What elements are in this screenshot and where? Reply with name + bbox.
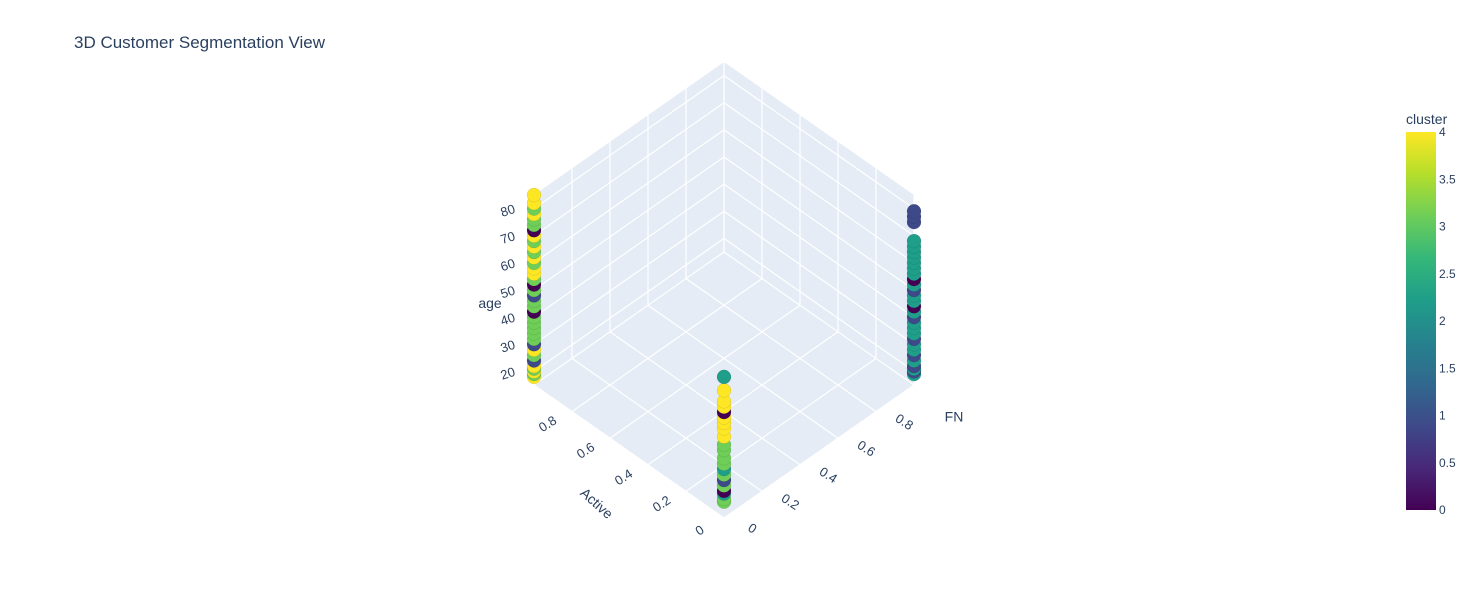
active-axis-title: Active bbox=[577, 484, 616, 522]
scene-gridlines bbox=[533, 62, 915, 519]
wall-gridline bbox=[533, 237, 725, 372]
floor-gridline bbox=[609, 304, 801, 439]
active-tick-label: 0.6 bbox=[574, 439, 597, 461]
colorbar-tick-label: 3.5 bbox=[1439, 172, 1456, 186]
wall-gridline bbox=[533, 129, 725, 264]
wall-gridline bbox=[723, 102, 915, 237]
fn-axis-title: FN bbox=[945, 409, 964, 425]
fn-tick-label: 0.2 bbox=[779, 490, 802, 512]
colorbar: cluster 0 0.5 1 1.5 2 2.5 3 3.5 4 bbox=[1406, 111, 1456, 517]
colorbar-tick-label: 0.5 bbox=[1439, 456, 1456, 470]
age-tick-label: 70 bbox=[499, 228, 517, 247]
floor-gridline bbox=[723, 251, 915, 386]
colorbar-tick-label: 2.5 bbox=[1439, 267, 1456, 281]
colorbar-title: cluster bbox=[1406, 111, 1448, 127]
age-tick-label: 60 bbox=[499, 255, 517, 274]
chart-title: 3D Customer Segmentation View bbox=[74, 33, 326, 52]
data-point bbox=[526, 187, 542, 203]
age-tick-label: 50 bbox=[499, 283, 517, 302]
floor-gridline bbox=[685, 278, 877, 413]
fn-tick-label: 0.6 bbox=[855, 437, 878, 459]
wall-gridline bbox=[533, 183, 725, 318]
wall-gridline bbox=[533, 210, 725, 345]
fn-tick-label: 0.4 bbox=[817, 464, 840, 486]
fn-tick-label: 0 bbox=[745, 520, 759, 537]
wall-gridline bbox=[723, 237, 915, 372]
colorbar-tick-label: 4 bbox=[1439, 125, 1446, 139]
age-tick-label: 80 bbox=[499, 201, 517, 220]
wall-gridline bbox=[723, 210, 915, 345]
wall-gridline bbox=[533, 102, 725, 237]
wall-gridline bbox=[723, 183, 915, 318]
data-points bbox=[526, 187, 922, 509]
active-tick-label: 0.8 bbox=[536, 413, 559, 435]
colorbar-tick-label: 0 bbox=[1439, 503, 1446, 517]
floor-gridline bbox=[723, 384, 915, 519]
floor-gridline bbox=[571, 278, 763, 413]
data-point bbox=[906, 233, 922, 249]
colorbar-tick-label: 1 bbox=[1439, 409, 1446, 423]
floor-gridline bbox=[647, 304, 839, 439]
active-tick-label: 0 bbox=[692, 522, 706, 539]
colorbar-tick-label: 1.5 bbox=[1439, 361, 1456, 375]
age-axis-title: age bbox=[478, 295, 502, 311]
colorbar-tick-label: 2 bbox=[1439, 314, 1446, 328]
floor-gridline bbox=[533, 251, 725, 386]
fn-tick-label: 0.8 bbox=[893, 411, 916, 433]
colorbar-gradient bbox=[1406, 132, 1436, 510]
data-point bbox=[906, 204, 922, 219]
floor-gridline bbox=[647, 331, 839, 466]
age-tick-label: 30 bbox=[499, 337, 517, 356]
colorbar-tick-label: 3 bbox=[1439, 220, 1446, 234]
floor-gridline bbox=[609, 331, 801, 466]
wall-gridline bbox=[533, 156, 725, 291]
data-point bbox=[716, 383, 732, 398]
floor-gridline bbox=[533, 384, 725, 519]
wall-gridline bbox=[533, 75, 725, 210]
wall-gridline bbox=[723, 129, 915, 264]
wall-gridline bbox=[723, 156, 915, 291]
age-tick-label: 40 bbox=[499, 310, 517, 329]
active-tick-label: 0.2 bbox=[650, 492, 673, 514]
wall-gridline bbox=[723, 75, 915, 210]
data-point bbox=[716, 369, 732, 385]
active-tick-label: 0.4 bbox=[612, 466, 635, 488]
age-tick-label: 20 bbox=[499, 364, 517, 383]
